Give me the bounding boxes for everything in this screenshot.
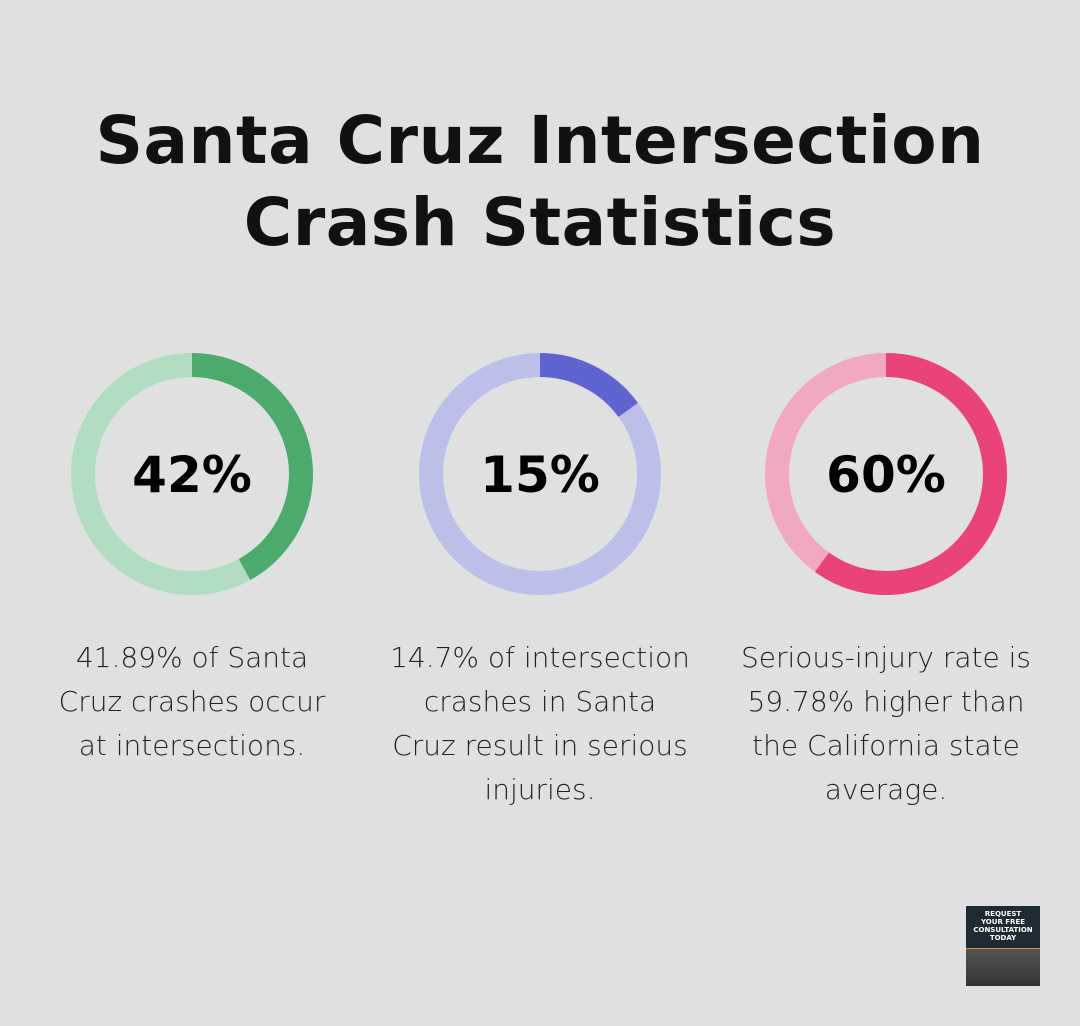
donut-chart: 60%	[765, 353, 1007, 595]
page-title: Santa Cruz Intersection Crash Statistics	[95, 102, 985, 261]
percent-label: 60%	[826, 446, 946, 504]
team-photo	[966, 949, 1040, 986]
stat-2: 15% 14.7% of intersection crashes in Sant…	[390, 340, 690, 812]
percent-label: 42%	[132, 446, 252, 504]
donut-value-arc	[814, 353, 1007, 595]
stat-1: 42% 41.89% of Santa Cruz crashes occur at…	[42, 340, 342, 768]
stat-description: 14.7% of intersection crashes in Santa C…	[390, 641, 690, 806]
consultation-cta-button[interactable]: REQUEST YOUR FREE CONSULTATION TODAY	[966, 906, 1040, 986]
donut-value-arc	[191, 353, 313, 581]
donut-value-arc	[539, 353, 638, 418]
donut-chart: 42%	[71, 353, 313, 595]
donut-chart: 15%	[419, 353, 661, 595]
stat-description: Serious-injury rate is 59.78% higher tha…	[740, 641, 1032, 806]
stat-3: 60% Serious-injury rate is 59.78% higher …	[736, 340, 1036, 812]
stat-description: 41.89% of Santa Cruz crashes occur at in…	[58, 641, 326, 762]
percent-label: 15%	[480, 446, 600, 504]
